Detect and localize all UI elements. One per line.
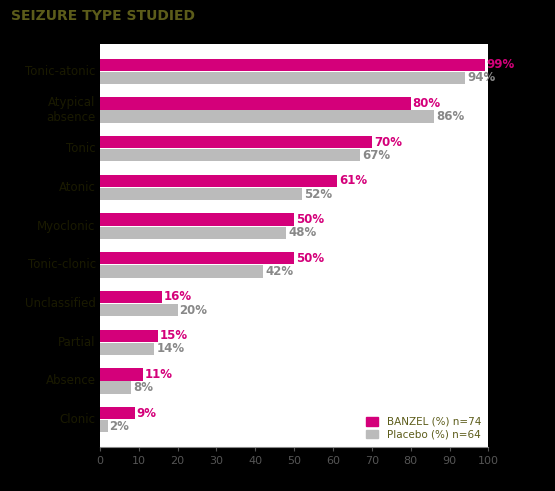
Text: 52%: 52% xyxy=(304,188,332,200)
Bar xyxy=(100,343,154,355)
Text: 50%: 50% xyxy=(296,213,324,226)
Bar xyxy=(100,304,178,316)
Bar xyxy=(100,72,465,84)
Bar xyxy=(100,265,263,277)
Legend: BANZEL (%) n=74, Placebo (%) n=64: BANZEL (%) n=74, Placebo (%) n=64 xyxy=(364,415,483,441)
Bar xyxy=(100,420,108,433)
Text: 8%: 8% xyxy=(133,381,153,394)
Bar xyxy=(100,291,162,303)
Bar xyxy=(100,188,302,200)
Bar xyxy=(100,136,372,148)
Bar xyxy=(100,368,143,381)
Text: 80%: 80% xyxy=(412,97,441,110)
Text: 67%: 67% xyxy=(362,149,390,162)
Text: 9%: 9% xyxy=(137,407,157,420)
Bar xyxy=(100,58,485,71)
Text: 86%: 86% xyxy=(436,110,464,123)
Bar xyxy=(100,149,360,162)
Bar xyxy=(100,252,294,265)
Text: 14%: 14% xyxy=(157,342,184,355)
Bar xyxy=(100,329,158,342)
Text: 16%: 16% xyxy=(164,291,192,303)
Bar xyxy=(100,382,131,394)
Bar xyxy=(100,214,294,226)
Text: SEIZURE TYPE STUDIED: SEIZURE TYPE STUDIED xyxy=(11,9,195,23)
Text: 50%: 50% xyxy=(296,252,324,265)
Bar xyxy=(100,110,434,123)
Text: 70%: 70% xyxy=(374,136,402,149)
Bar xyxy=(100,407,135,419)
Text: 15%: 15% xyxy=(160,329,188,342)
Text: 99%: 99% xyxy=(486,58,514,71)
Text: 61%: 61% xyxy=(339,174,367,188)
Text: 42%: 42% xyxy=(265,265,293,278)
Bar xyxy=(100,175,337,187)
Bar xyxy=(100,226,286,239)
Text: 20%: 20% xyxy=(179,303,208,317)
Text: 94%: 94% xyxy=(467,71,495,84)
Text: 48%: 48% xyxy=(288,226,316,239)
Text: 11%: 11% xyxy=(144,368,173,381)
Bar xyxy=(100,97,411,109)
Text: 2%: 2% xyxy=(109,420,129,433)
